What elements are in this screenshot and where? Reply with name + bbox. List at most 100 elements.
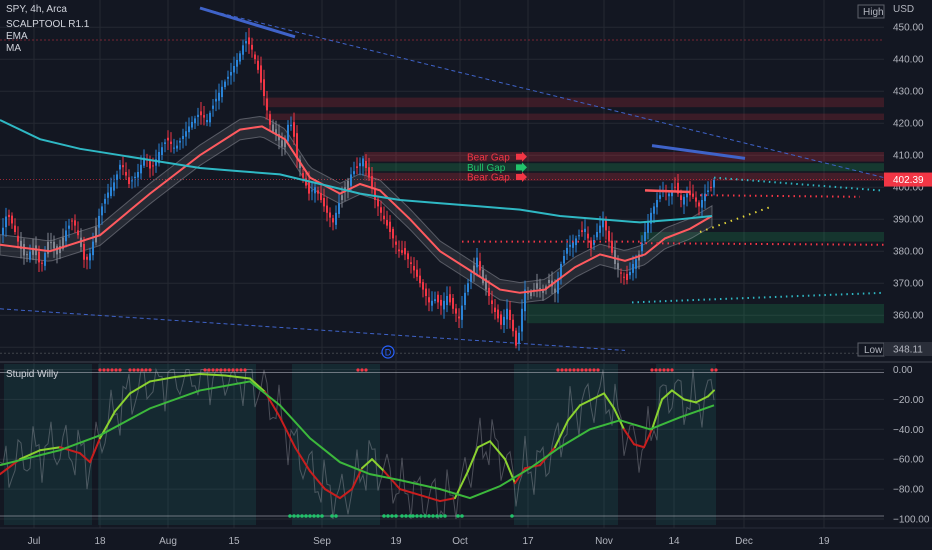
candle-body [26,254,28,256]
oscillator-title[interactable]: Stupid Willy [6,369,59,380]
osc-bottom-dot [460,514,464,518]
pane-separator[interactable] [0,361,932,363]
osc-main-line [339,488,353,500]
candle-body [656,200,658,208]
high-tag-label: High [863,7,884,18]
time-tick-label: Jul [28,536,41,547]
osc-top-dot [364,368,368,372]
candle-body [599,225,601,233]
osc-tick-label: 0.00 [893,365,913,376]
osc-top-dot [239,368,243,372]
osc-bottom-dot [423,514,427,518]
candle-body [419,275,421,284]
candle-body [635,259,637,269]
candle-body [548,280,550,284]
osc-main-line [623,428,635,446]
candle-body [677,182,679,194]
bull-zone [640,232,884,242]
candle-body [197,114,199,118]
osc-top-dot [219,368,223,372]
candle-body [311,190,313,192]
last-price-badge [884,172,932,187]
osc-bottom-dot [439,514,443,518]
osc-tick-label: −40.00 [893,425,924,436]
price-tick-label: 430.00 [893,87,924,98]
candle-body [275,129,277,135]
ema-envelope [0,115,713,304]
indicator-scalptool[interactable]: SCALPTOOL R1.1 [6,19,90,30]
candle-body [260,65,262,83]
candle-body [278,133,280,141]
pane-divider[interactable] [0,361,932,363]
indicator-ma[interactable]: MA [6,43,21,54]
osc-main-line [651,398,663,431]
candle-body [404,248,406,255]
osc-top-dot [136,368,140,372]
candle-body [569,244,571,247]
osc-bottom-dot [419,514,423,518]
candle-body [650,212,652,224]
ema-band [0,115,713,304]
candle-body [626,273,628,280]
osc-bottom-dot [510,514,514,518]
candle-body [428,297,430,303]
indicator-ema[interactable]: EMA [6,31,28,42]
candle-body [473,265,475,273]
osc-bottom-dot [435,514,439,518]
event-marker-label: D [385,348,392,358]
candle-body [458,316,460,319]
candle-body [266,98,268,111]
candle-body [572,241,574,248]
candle-body [557,278,559,294]
candle-body [218,92,220,101]
candle-body [77,230,79,236]
candle-body [317,190,319,194]
candle-body [689,190,691,196]
candle-body [62,237,64,249]
osc-signal-line [0,380,715,500]
osc-top-dot [243,368,247,372]
osc-main-line [309,470,326,491]
osc-top-dot [556,368,560,372]
osc-main-line [279,416,296,449]
symbol-title[interactable]: SPY, 4h, Arca [6,4,67,15]
candle-body [257,60,259,70]
candle-body [509,309,511,320]
candle-body [500,314,502,325]
candle-body [422,282,424,290]
candle-body [602,219,604,228]
candle-body [614,250,616,264]
candle-body [182,136,184,139]
candle-body [647,222,649,233]
event-marker[interactable] [381,345,395,359]
candle-body [68,225,70,229]
candle-body [188,126,190,133]
osc-bottom-dot [400,514,404,518]
osc-main-line [671,389,685,401]
candle-body [314,187,316,194]
candle-body [476,257,478,268]
candle-body [185,131,187,137]
candle-body [167,137,169,141]
projection-dots [462,176,885,304]
candle-body [17,235,19,242]
price-axis[interactable]: 350.00360.00370.00380.00390.00400.00410.… [857,4,932,526]
osc-main-line [603,392,615,410]
time-axis[interactable]: Jul 18 Aug 15 Sep 19 Oct 17 Nov 14 Dec 19 [0,527,932,547]
candle-body [164,142,166,144]
gap-arrow [516,171,527,182]
osc-bottom-dot [330,514,334,518]
osc-bottom-dot [394,514,398,518]
time-tick-label: 15 [228,536,240,547]
osc-bottom-dot [404,514,408,518]
osc-bottom-dot [288,514,292,518]
price-tick-label: 390.00 [893,215,924,226]
candle-body [611,240,613,253]
osc-main-line [707,389,715,398]
candle-body [50,242,52,244]
ema-line [0,125,713,294]
bear-zone [265,113,884,120]
candle-body [191,122,193,128]
candle-body [674,186,676,188]
candle-body [200,111,202,116]
